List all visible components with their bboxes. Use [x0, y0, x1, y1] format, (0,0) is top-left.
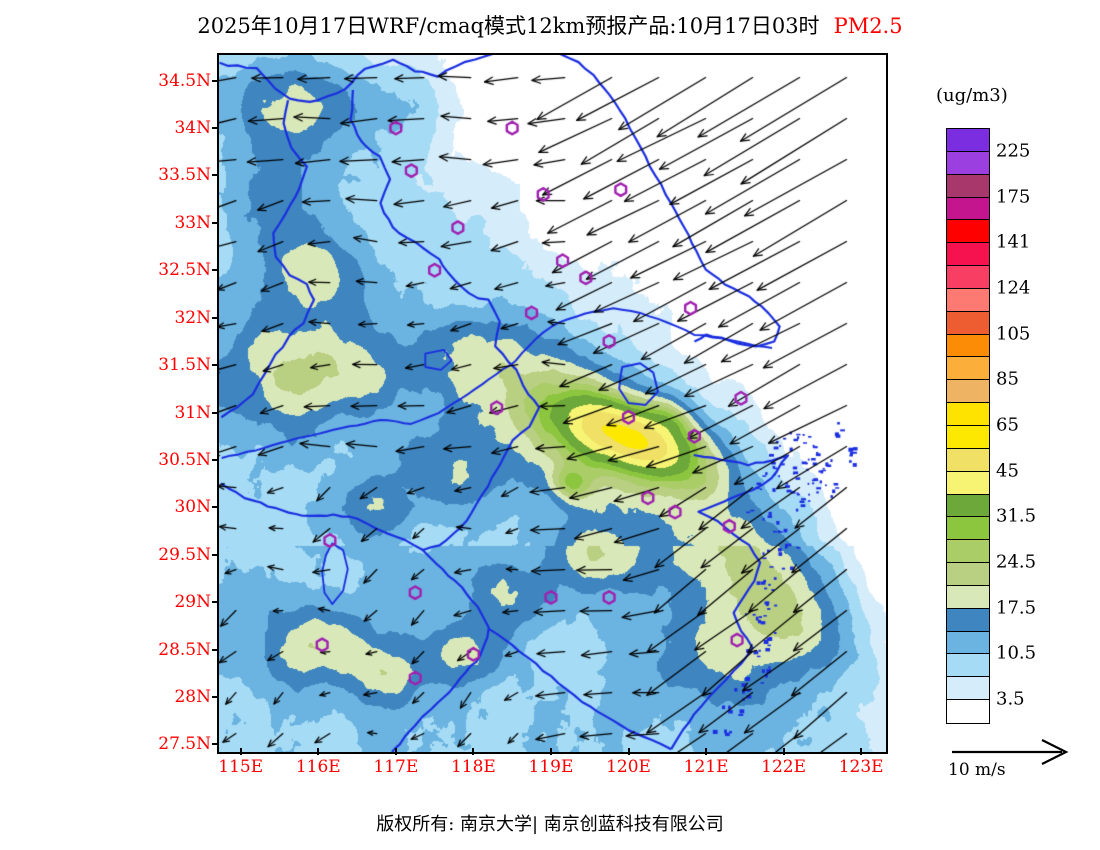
latitude-tick-label: 31.5N — [158, 355, 211, 376]
colorbar-tick-label: 141 — [996, 231, 1031, 253]
title-variable-text: PM2.5 — [833, 14, 903, 38]
latitude-tick-label: 34N — [174, 118, 211, 139]
longitude-tick-label: 122E — [761, 757, 807, 777]
latitude-tick-label: 33.5N — [158, 165, 211, 186]
colorbar-band — [947, 334, 989, 358]
colorbar-band — [947, 425, 989, 449]
colorbar-band — [947, 677, 989, 701]
colorbar-tick-label: 124 — [996, 277, 1031, 299]
longitude-tick-mark — [472, 748, 475, 755]
longitude-tick-mark — [782, 748, 785, 755]
latitude-tick-mark — [212, 648, 219, 651]
colorbar-band — [947, 311, 989, 335]
colorbar[interactable] — [946, 128, 990, 724]
colorbar-tick-label: 85 — [996, 368, 1019, 390]
colorbar-band — [947, 288, 989, 312]
longitude-tick-mark — [317, 748, 320, 755]
colorbar-unit-label: (ug/m3) — [936, 85, 1008, 106]
colorbar-band — [947, 654, 989, 678]
latitude-tick-label: 30N — [174, 497, 211, 518]
colorbar-band — [947, 129, 989, 152]
colorbar-band — [947, 266, 989, 289]
colorbar-band — [947, 151, 989, 175]
longitude-tick-mark — [705, 748, 708, 755]
copyright-footer: 版权所有: 南京大学| 南京创蓝科技有限公司 — [376, 814, 724, 835]
latitude-tick-mark — [212, 364, 219, 367]
colorbar-band — [947, 174, 989, 198]
colorbar-tick-label: 24.5 — [996, 551, 1037, 573]
forecast-map[interactable] — [217, 53, 888, 754]
latitude-tick-mark — [212, 601, 219, 604]
latitude-tick-label: 29.5N — [158, 544, 211, 565]
latitude-tick-label: 30.5N — [158, 449, 211, 470]
colorbar-tick-label: 225 — [996, 140, 1031, 162]
longitude-tick-mark — [394, 748, 397, 755]
colorbar-tick-label: 175 — [996, 186, 1031, 208]
colorbar-band — [947, 380, 989, 404]
latitude-tick-mark — [212, 174, 219, 177]
latitude-tick-label: 32N — [174, 307, 211, 328]
longitude-tick-mark — [549, 748, 552, 755]
colorbar-band — [947, 243, 989, 267]
colorbar-band — [947, 517, 989, 541]
colorbar-tick-label: 17.5 — [996, 597, 1037, 619]
title-main-text: 2025年10月17日WRF/cmaq模式12km预报产品:10月17日03时 — [197, 14, 820, 38]
longitude-tick-label: 116E — [295, 757, 341, 777]
colorbar-band — [947, 357, 989, 381]
longitude-tick-label: 119E — [528, 757, 574, 777]
latitude-tick-label: 33N — [174, 212, 211, 233]
latitude-tick-mark — [212, 127, 219, 130]
longitude-tick-label: 123E — [838, 757, 884, 777]
longitude-tick-mark — [627, 748, 630, 755]
longitude-tick-mark — [239, 748, 242, 755]
colorbar-band — [947, 540, 989, 564]
colorbar-tick-label: 10.5 — [996, 642, 1037, 664]
colorbar-tick-label: 105 — [996, 323, 1031, 345]
wind-scale-label: 10 m/s — [948, 760, 1006, 780]
latitude-tick-mark — [212, 695, 219, 698]
longitude-tick-label: 121E — [683, 757, 729, 777]
latitude-tick-mark — [212, 269, 219, 272]
latitude-tick-label: 28.5N — [158, 639, 211, 660]
latitude-tick-label: 29N — [174, 592, 211, 613]
colorbar-band — [947, 471, 989, 495]
colorbar-band — [947, 197, 989, 221]
latitude-tick-label: 31N — [174, 402, 211, 423]
latitude-tick-mark — [212, 411, 219, 414]
wind-scale-arrow-icon — [952, 739, 1069, 765]
longitude-tick-label: 117E — [373, 757, 419, 777]
latitude-tick-mark — [212, 553, 219, 556]
colorbar-band — [947, 608, 989, 632]
latitude-tick-mark — [212, 743, 219, 746]
latitude-tick-mark — [212, 221, 219, 224]
longitude-tick-mark — [860, 748, 863, 755]
page-title: 2025年10月17日WRF/cmaq模式12km预报产品:10月17日03时 P… — [0, 10, 1100, 40]
latitude-tick-label: 27.5N — [158, 734, 211, 755]
map-raster-layer — [219, 55, 886, 752]
longitude-tick-label: 118E — [450, 757, 496, 777]
latitude-tick-mark — [212, 506, 219, 509]
colorbar-band — [947, 403, 989, 426]
colorbar-tick-label: 45 — [996, 460, 1019, 482]
colorbar-band — [947, 585, 989, 609]
colorbar-tick-label: 3.5 — [996, 688, 1025, 710]
colorbar-band — [947, 220, 989, 244]
colorbar-band — [947, 448, 989, 472]
latitude-tick-label: 34.5N — [158, 70, 211, 91]
longitude-tick-label: 120E — [606, 757, 651, 777]
colorbar-tick-label: 65 — [996, 414, 1019, 436]
latitude-tick-mark — [212, 79, 219, 82]
latitude-tick-label: 32.5N — [158, 260, 211, 281]
colorbar-band — [947, 563, 989, 586]
latitude-tick-mark — [212, 458, 219, 461]
latitude-tick-label: 28N — [174, 686, 211, 707]
latitude-tick-mark — [212, 316, 219, 319]
colorbar-band — [947, 700, 989, 723]
colorbar-band — [947, 494, 989, 518]
colorbar-tick-label: 31.5 — [996, 505, 1037, 527]
longitude-tick-label: 115E — [218, 757, 264, 777]
colorbar-band — [947, 631, 989, 655]
